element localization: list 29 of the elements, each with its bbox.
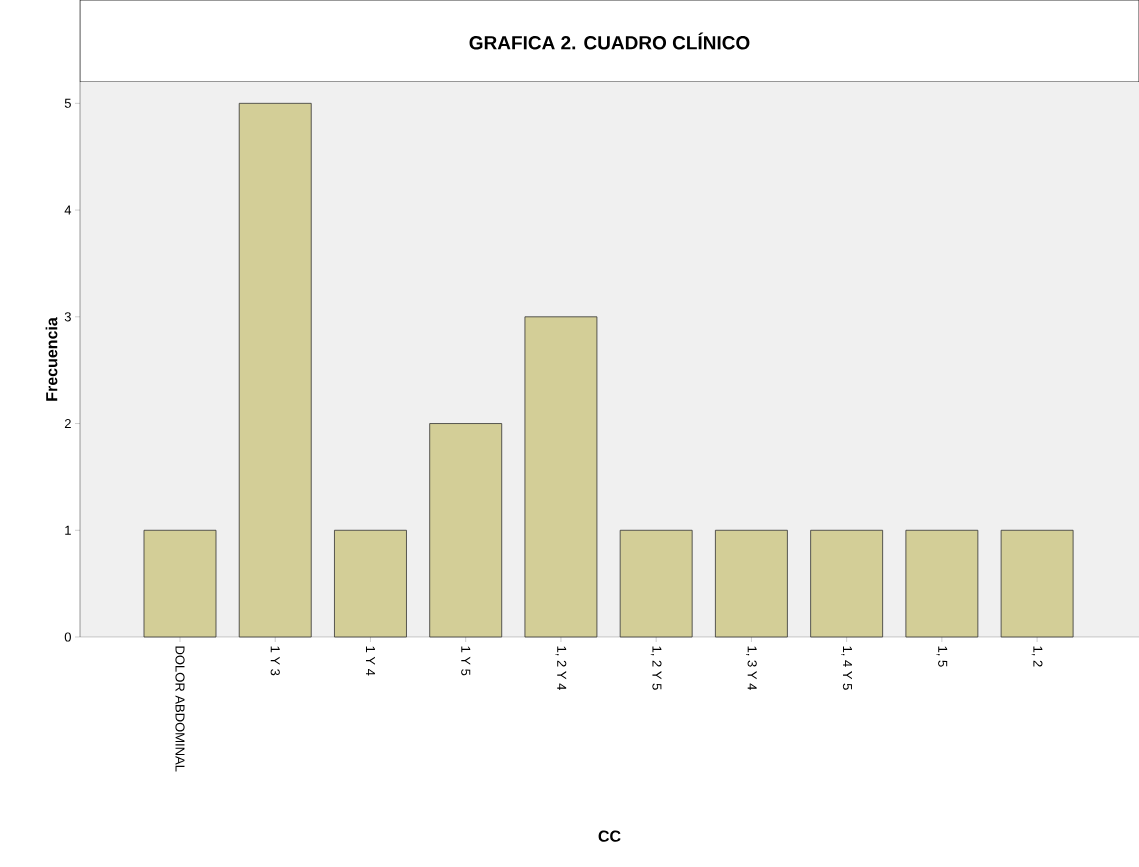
y-tick-label: 1 bbox=[65, 525, 71, 535]
x-tick-label: 1 Y 3 bbox=[270, 646, 280, 676]
x-tick-label: 1, 2 bbox=[1031, 646, 1043, 667]
x-tick-label: 1, 4 Y 5 bbox=[841, 646, 852, 690]
y-tick-label: 3 bbox=[64, 312, 71, 322]
x-tick-label: 1, 2 Y 4 bbox=[555, 646, 567, 690]
y-tick-label: 2 bbox=[64, 418, 71, 429]
bar bbox=[429, 423, 503, 638]
bar bbox=[619, 529, 693, 638]
y-tick-label: 0 bbox=[64, 632, 71, 642]
chart-title: GRAFICA 2. CUADRO CLÍNICO bbox=[469, 32, 750, 50]
x-tick-label: 1, 2 Y 5 bbox=[650, 646, 662, 690]
y-axis-title: Frecuencia bbox=[45, 317, 58, 401]
bar bbox=[524, 316, 598, 638]
bar bbox=[334, 529, 407, 638]
y-tick-label: 4 bbox=[64, 205, 72, 215]
x-tick-label: 1, 3 Y 4 bbox=[746, 646, 757, 690]
x-tick-label: 1 Y 5 bbox=[461, 646, 471, 676]
x-tick-label: 1, 5 bbox=[936, 646, 948, 667]
bar bbox=[715, 529, 788, 638]
bar bbox=[810, 529, 884, 638]
bar bbox=[238, 102, 312, 638]
bar bbox=[1000, 529, 1074, 638]
x-tick-label: DOLOR ABDOMINAL bbox=[175, 646, 185, 772]
y-tick-label: 5 bbox=[64, 98, 71, 108]
x-axis-title: CC bbox=[598, 830, 621, 842]
x-tick-label: 1 Y 4 bbox=[366, 646, 375, 676]
bar bbox=[905, 529, 979, 638]
bar bbox=[143, 529, 217, 638]
